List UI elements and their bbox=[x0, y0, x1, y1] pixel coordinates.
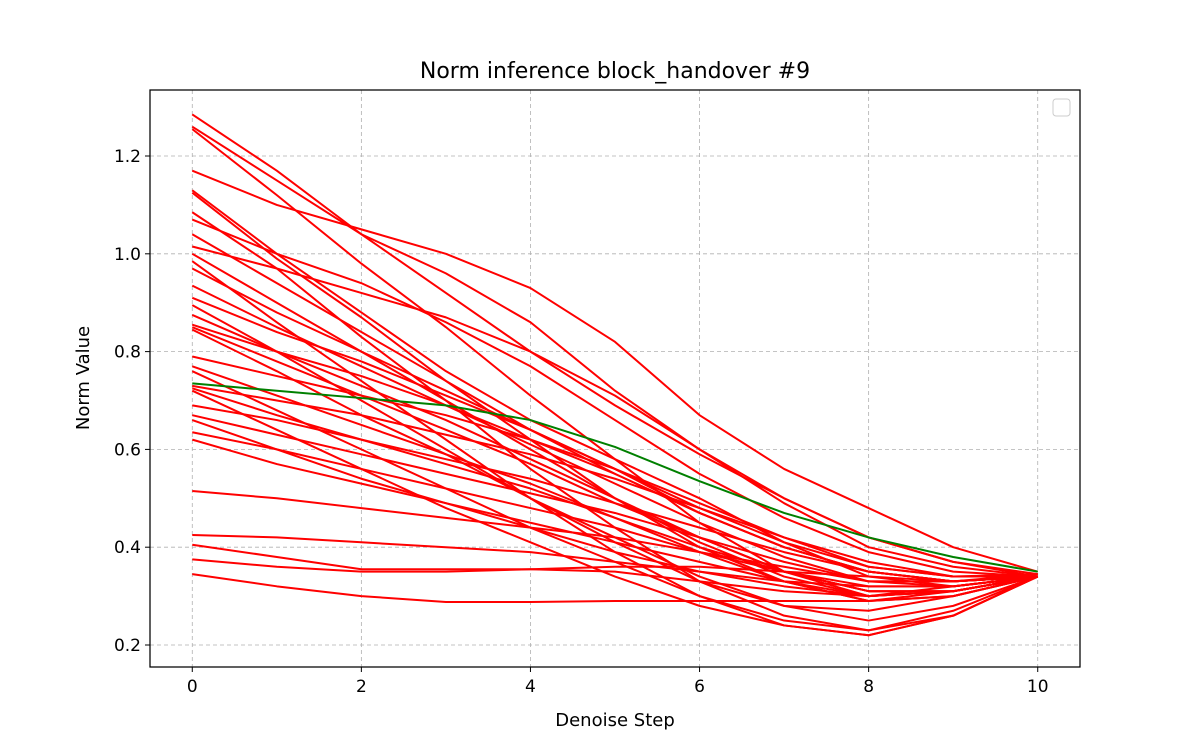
x-tick-label: 10 bbox=[1027, 677, 1049, 697]
x-tick-label: 0 bbox=[187, 677, 198, 697]
axes-frame bbox=[149, 89, 1081, 668]
series-line-10 bbox=[191, 252, 1038, 598]
chart-title: Norm inference block_handover #9 bbox=[420, 59, 810, 84]
x-axis-label: Denoise Step bbox=[555, 710, 675, 731]
x-tick-label: 4 bbox=[525, 677, 536, 697]
series-line-26 bbox=[192, 404, 1038, 583]
series-line-35 bbox=[192, 573, 1038, 603]
y-tick-label: 0.4 bbox=[114, 538, 141, 558]
y-tick-label: 0.8 bbox=[114, 343, 141, 363]
series-line-1 bbox=[191, 125, 1038, 578]
series-line-34 bbox=[192, 558, 1038, 583]
series-line-27 bbox=[192, 414, 1038, 588]
series-line-4 bbox=[191, 189, 1038, 588]
series-line-25 bbox=[191, 389, 1039, 637]
series-group bbox=[191, 113, 1039, 637]
x-tick-label: 8 bbox=[863, 677, 874, 697]
series-line-12 bbox=[191, 267, 1038, 578]
y-tick-label: 1.0 bbox=[114, 245, 141, 265]
legend-box bbox=[1052, 98, 1071, 117]
grid bbox=[150, 90, 1080, 667]
x-tick-label: 2 bbox=[356, 677, 367, 697]
y-tick-label: 0.2 bbox=[114, 636, 141, 656]
y-axis-label: Norm Value bbox=[73, 326, 94, 430]
series-line-7 bbox=[191, 218, 1038, 578]
y-tick-label: 0.6 bbox=[114, 440, 141, 460]
series-line-2 bbox=[191, 128, 1038, 598]
series-line-20 bbox=[192, 355, 1038, 578]
series-line-23 bbox=[192, 384, 1038, 578]
series-line-32 bbox=[192, 533, 1038, 588]
series-line-24 bbox=[191, 387, 1038, 593]
series-line-0 bbox=[191, 113, 1038, 576]
ticks: 0 2 4 6 8 10 0.2 0.4 0.6 0.8 1.0 1.2 bbox=[114, 147, 1049, 697]
series-line-36 bbox=[192, 382, 1038, 573]
series-line-33 bbox=[192, 543, 1038, 598]
x-tick-label: 6 bbox=[694, 677, 705, 697]
series-line-3 bbox=[191, 169, 1039, 573]
series-line-9 bbox=[192, 245, 1038, 578]
series-line-31 bbox=[192, 489, 1038, 583]
y-tick-label: 1.2 bbox=[114, 147, 141, 167]
